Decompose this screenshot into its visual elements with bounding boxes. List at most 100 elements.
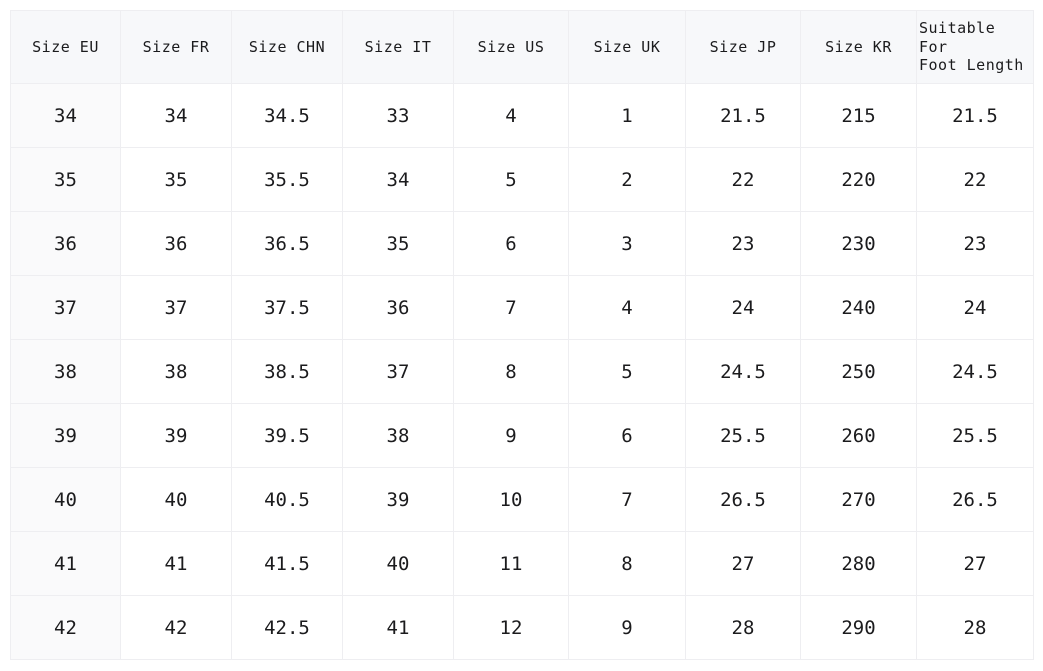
table-row: 40 40 40.5 39 10 7 26.5 270 26.5: [10, 467, 1034, 532]
table-cell: 9: [453, 403, 569, 468]
column-header-label: Size US: [477, 37, 545, 56]
table-cell: 37: [120, 275, 232, 340]
table-cell: 9: [568, 595, 686, 660]
column-header-size-uk: Size UK: [568, 10, 686, 84]
table-row: 39 39 39.5 38 9 6 25.5 260 25.5: [10, 403, 1034, 468]
table-cell: 215: [800, 83, 917, 148]
table-cell: 8: [568, 531, 686, 596]
table-row: 41 41 41.5 40 11 8 27 280 27: [10, 531, 1034, 596]
table-cell: 40: [10, 467, 121, 532]
table-cell: 5: [453, 147, 569, 212]
table-cell: 39: [342, 467, 454, 532]
table-cell: 6: [568, 403, 686, 468]
table-cell: 37.5: [231, 275, 343, 340]
table-row: 36 36 36.5 35 6 3 23 230 23: [10, 211, 1034, 276]
table-cell: 26.5: [685, 467, 801, 532]
table-cell: 240: [800, 275, 917, 340]
column-header-label: Size JP: [709, 37, 777, 56]
table-cell: 26.5: [916, 467, 1034, 532]
table-cell: 36: [120, 211, 232, 276]
column-header-size-jp: Size JP: [685, 10, 801, 84]
table-cell: 28: [916, 595, 1034, 660]
table-row: 34 34 34.5 33 4 1 21.5 215 21.5: [10, 83, 1034, 148]
size-chart-container: Size EU Size FR Size CHN Size IT Size US…: [10, 10, 1034, 663]
table-cell: 250: [800, 339, 917, 404]
table-row: 42 42 42.5 41 12 9 28 290 28: [10, 595, 1034, 660]
table-cell: 23: [916, 211, 1034, 276]
table-cell: 27: [685, 531, 801, 596]
table-cell: 270: [800, 467, 917, 532]
table-cell: 290: [800, 595, 917, 660]
column-header-size-eu: Size EU: [10, 10, 121, 84]
column-header-size-us: Size US: [453, 10, 569, 84]
table-cell: 34.5: [231, 83, 343, 148]
table-cell: 8: [453, 339, 569, 404]
table-cell: 35: [342, 211, 454, 276]
column-header-label: Size EU: [32, 37, 99, 56]
column-header-label: Size FR: [142, 37, 210, 56]
table-cell: 34: [10, 83, 121, 148]
table-cell: 22: [685, 147, 801, 212]
table-cell: 280: [800, 531, 917, 596]
table-cell: 4: [568, 275, 686, 340]
column-header-label: Size KR: [825, 37, 892, 56]
table-cell: 35.5: [231, 147, 343, 212]
column-header-size-fr: Size FR: [120, 10, 232, 84]
table-cell: 40: [120, 467, 232, 532]
table-cell: 25.5: [685, 403, 801, 468]
table-cell: 7: [568, 467, 686, 532]
table-cell: 5: [568, 339, 686, 404]
table-cell: 35: [10, 147, 121, 212]
table-cell: 2: [568, 147, 686, 212]
table-cell: 41.5: [231, 531, 343, 596]
table-cell: 42.5: [231, 595, 343, 660]
table-cell: 23: [685, 211, 801, 276]
table-cell: 40.5: [231, 467, 343, 532]
table-cell: 39.5: [231, 403, 343, 468]
table-row: 38 38 38.5 37 8 5 24.5 250 24.5: [10, 339, 1034, 404]
table-cell: 40: [342, 531, 454, 596]
table-cell: 28: [685, 595, 801, 660]
table-cell: 6: [453, 211, 569, 276]
table-cell: 7: [453, 275, 569, 340]
column-header-size-chn: Size CHN: [231, 10, 343, 84]
table-cell: 41: [342, 595, 454, 660]
table-cell: 34: [120, 83, 232, 148]
table-cell: 34: [342, 147, 454, 212]
table-cell: 1: [568, 83, 686, 148]
table-cell: 24: [685, 275, 801, 340]
table-cell: 24.5: [916, 339, 1034, 404]
table-cell: 41: [10, 531, 121, 596]
table-cell: 4: [453, 83, 569, 148]
table-cell: 12: [453, 595, 569, 660]
table-cell: 21.5: [916, 83, 1034, 148]
table-cell: 33: [342, 83, 454, 148]
column-header-label: Suitable For Foot Length: [919, 18, 1024, 75]
table-cell: 230: [800, 211, 917, 276]
table-cell: 24: [916, 275, 1034, 340]
column-header-size-kr: Size KR: [800, 10, 917, 84]
table-cell: 37: [10, 275, 121, 340]
header-row: Size EU Size FR Size CHN Size IT Size US…: [10, 10, 1034, 84]
size-conversion-table: Size EU Size FR Size CHN Size IT Size US…: [10, 10, 1034, 660]
table-cell: 41: [120, 531, 232, 596]
table-cell: 36.5: [231, 211, 343, 276]
table-cell: 24.5: [685, 339, 801, 404]
table-cell: 36: [342, 275, 454, 340]
table-cell: 39: [10, 403, 121, 468]
table-row: 35 35 35.5 34 5 2 22 220 22: [10, 147, 1034, 212]
table-cell: 10: [453, 467, 569, 532]
table-row: 37 37 37.5 36 7 4 24 240 24: [10, 275, 1034, 340]
column-header-label: Size CHN: [248, 37, 326, 56]
table-cell: 11: [453, 531, 569, 596]
column-header-size-it: Size IT: [342, 10, 454, 84]
column-header-label: Size UK: [593, 37, 661, 56]
table-cell: 35: [120, 147, 232, 212]
table-cell: 38: [120, 339, 232, 404]
table-cell: 260: [800, 403, 917, 468]
table-cell: 38.5: [231, 339, 343, 404]
table-cell: 39: [120, 403, 232, 468]
table-cell: 38: [10, 339, 121, 404]
table-cell: 25.5: [916, 403, 1034, 468]
column-header-foot-length: Suitable For Foot Length: [916, 10, 1034, 84]
